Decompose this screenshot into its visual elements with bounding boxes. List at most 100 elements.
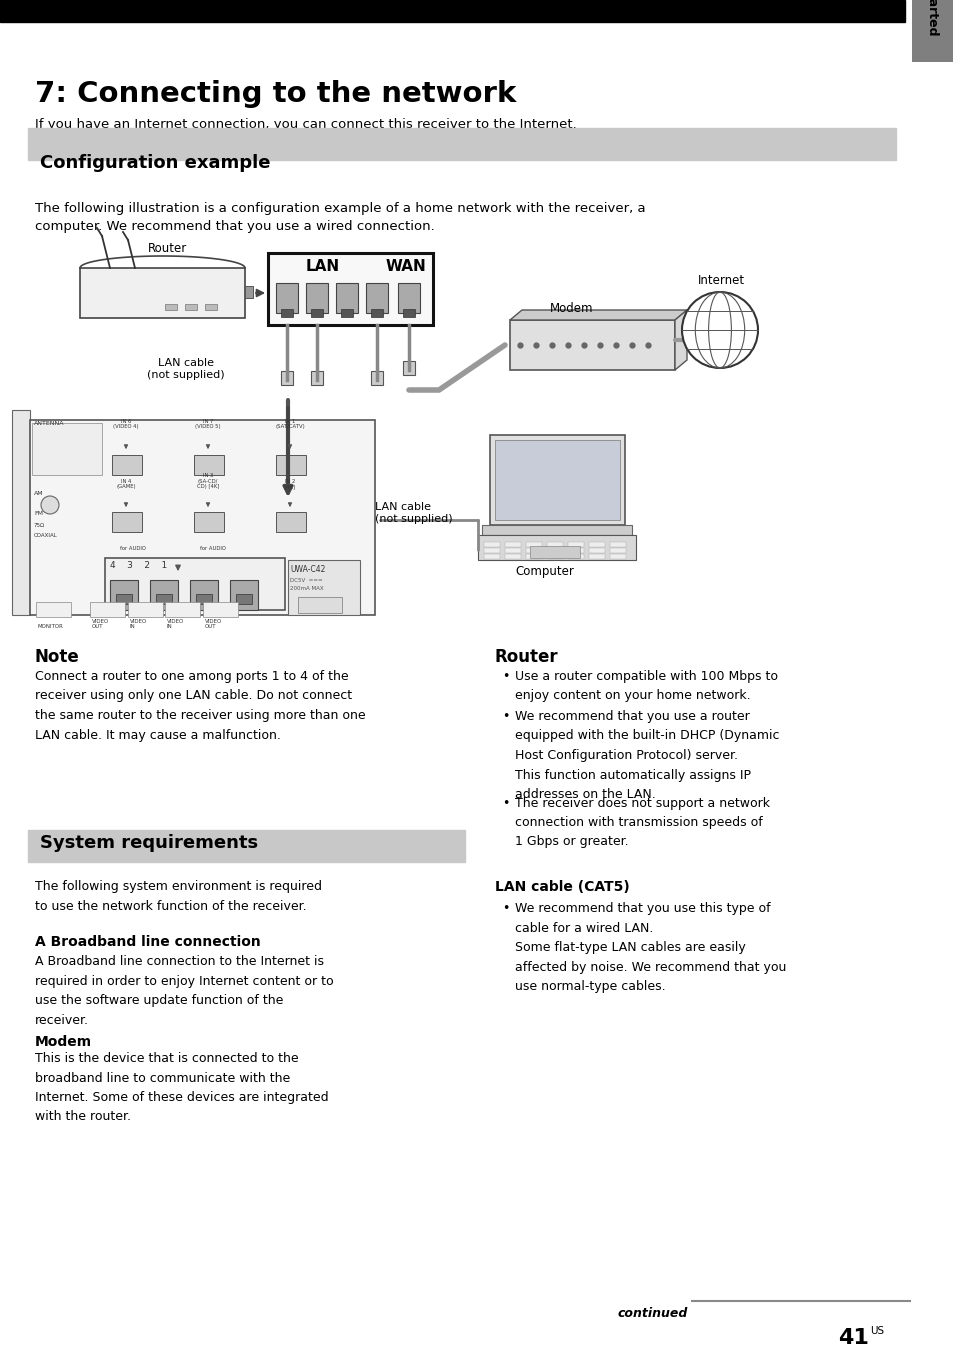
Text: VIDEO
IN: VIDEO IN	[167, 619, 184, 629]
Text: •: •	[501, 671, 509, 683]
Text: This is the device that is connected to the
broadband line to communicate with t: This is the device that is connected to …	[35, 1052, 328, 1124]
Bar	[483, 548, 499, 553]
Bar	[567, 554, 583, 558]
Text: US: US	[869, 1326, 883, 1336]
Text: If you have an Internet connection, you can connect this receiver to the Interne: If you have an Internet connection, you …	[35, 118, 577, 131]
Bar	[268, 253, 433, 324]
Bar	[12, 410, 30, 615]
Text: Connect a router to one among ports 1 to 4 of the
receiver using only one LAN ca: Connect a router to one among ports 1 to…	[35, 671, 365, 741]
Bar	[371, 310, 382, 316]
Bar	[504, 548, 520, 553]
Bar	[245, 287, 253, 297]
Bar	[911, 0, 953, 62]
Text: IN 4
(GAME): IN 4 (GAME)	[116, 479, 135, 489]
Bar	[116, 594, 132, 604]
Bar	[281, 370, 293, 385]
Bar	[165, 602, 200, 617]
Bar	[128, 602, 163, 617]
Text: 41: 41	[837, 1328, 868, 1348]
Polygon shape	[510, 310, 686, 320]
Text: 7: Connecting to the network: 7: Connecting to the network	[35, 80, 516, 108]
Bar	[185, 304, 196, 310]
Bar	[567, 542, 583, 548]
Text: The following system environment is required
to use the network function of the : The following system environment is requ…	[35, 880, 322, 913]
Text: •: •	[501, 796, 509, 810]
Bar	[525, 548, 541, 553]
Text: for AUDIO: for AUDIO	[200, 546, 226, 552]
Bar	[483, 542, 499, 548]
Bar	[588, 548, 604, 553]
Bar	[588, 542, 604, 548]
Text: IN 2
[4K]: IN 2 [4K]	[284, 479, 295, 489]
Text: DC5V  ===: DC5V ===	[290, 579, 322, 583]
Text: VIDEO
OUT: VIDEO OUT	[91, 619, 110, 629]
Bar	[525, 542, 541, 548]
Bar	[371, 370, 382, 385]
Text: LAN: LAN	[306, 260, 340, 274]
Text: Configuration example: Configuration example	[40, 154, 271, 172]
Text: IN 7
(VIDEO 5): IN 7 (VIDEO 5)	[195, 419, 220, 429]
Bar	[588, 554, 604, 558]
Bar	[609, 542, 625, 548]
Bar	[193, 456, 224, 475]
Bar	[235, 594, 252, 604]
Text: IN 1
(SAT/CATV): IN 1 (SAT/CATV)	[274, 419, 305, 429]
Text: Computer: Computer	[515, 565, 574, 579]
Text: Getting Started: Getting Started	[925, 0, 939, 35]
Text: LAN cable
(not supplied): LAN cable (not supplied)	[375, 502, 452, 525]
Bar	[402, 361, 415, 375]
Bar	[306, 283, 328, 314]
Text: WAN: WAN	[386, 260, 426, 274]
Text: System requirements: System requirements	[40, 834, 258, 852]
Bar	[28, 128, 895, 160]
Bar	[190, 580, 218, 610]
Text: The receiver does not support a network
connection with transmission speeds of
1: The receiver does not support a network …	[515, 796, 769, 849]
Bar	[205, 304, 216, 310]
Polygon shape	[675, 310, 686, 370]
Bar	[366, 283, 388, 314]
Text: IN 3
(SA-CD/
CD) [4K]: IN 3 (SA-CD/ CD) [4K]	[196, 473, 219, 489]
Text: LAN cable
(not supplied): LAN cable (not supplied)	[147, 358, 225, 380]
Bar	[311, 370, 323, 385]
Bar	[112, 456, 142, 475]
Bar	[477, 535, 636, 560]
Text: ANTENNA: ANTENNA	[34, 420, 65, 426]
Bar	[311, 310, 323, 316]
Text: VIDEO
IN: VIDEO IN	[130, 619, 147, 629]
Bar	[483, 554, 499, 558]
Bar	[530, 546, 579, 558]
Text: VIDEO
OUT: VIDEO OUT	[205, 619, 222, 629]
Bar	[275, 512, 306, 531]
Bar	[340, 310, 353, 316]
Bar	[90, 602, 125, 617]
Bar	[546, 554, 562, 558]
Bar	[297, 598, 341, 612]
Text: Modem: Modem	[35, 1036, 92, 1049]
Bar	[80, 268, 245, 318]
Text: FM: FM	[34, 511, 43, 516]
Text: 4    3    2    1: 4 3 2 1	[110, 561, 167, 571]
Bar	[546, 548, 562, 553]
Bar	[32, 423, 102, 475]
Text: MONITOR: MONITOR	[38, 625, 64, 629]
Bar	[195, 594, 212, 604]
Text: Router: Router	[148, 242, 187, 256]
Bar	[402, 310, 415, 316]
Text: Modem: Modem	[550, 301, 593, 315]
Text: AM: AM	[34, 491, 44, 496]
Bar	[397, 283, 419, 314]
Text: Internet: Internet	[698, 274, 744, 287]
Text: Router: Router	[495, 648, 558, 667]
Bar	[230, 580, 257, 610]
Text: UWA-C42: UWA-C42	[290, 565, 325, 575]
Text: A Broadband line connection: A Broadband line connection	[35, 936, 260, 949]
Text: LAN cable (CAT5): LAN cable (CAT5)	[495, 880, 629, 894]
Bar	[275, 283, 297, 314]
Bar	[546, 542, 562, 548]
Text: for AUDIO: for AUDIO	[120, 546, 146, 552]
Text: We recommend that you use this type of
cable for a wired LAN.
Some flat-type LAN: We recommend that you use this type of c…	[515, 902, 785, 992]
Text: 75Ω: 75Ω	[34, 523, 45, 529]
Text: We recommend that you use a router
equipped with the built-in DHCP (Dynamic
Host: We recommend that you use a router equip…	[515, 710, 779, 800]
Circle shape	[681, 292, 758, 368]
Bar	[504, 554, 520, 558]
